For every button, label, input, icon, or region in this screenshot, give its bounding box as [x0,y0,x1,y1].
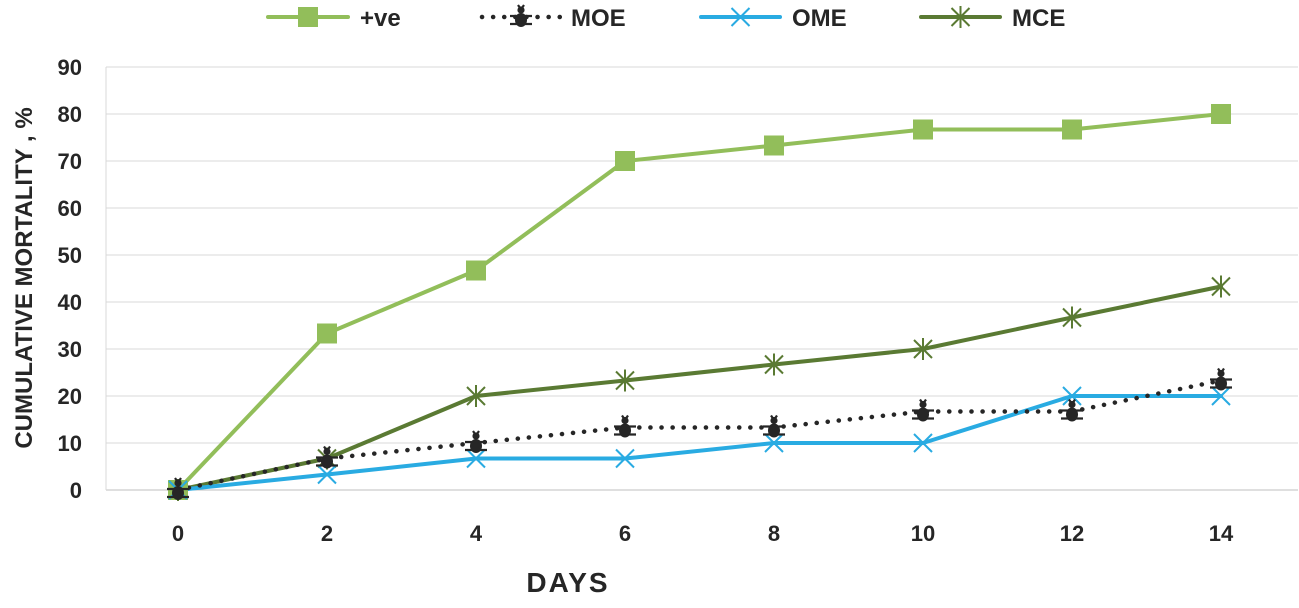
data-point-mce [913,338,933,360]
series-line-moe [175,378,1224,493]
y-tick-label: 60 [58,196,82,221]
data-point-ome [764,433,784,453]
legend-marker [510,4,532,27]
legend-label: OME [792,5,847,32]
legend-item-moe: MOE [479,4,626,32]
y-tick-label: 80 [58,102,82,127]
legend-item-ome: OME [699,5,847,32]
x-tick-label: 14 [1209,521,1234,546]
data-point-ome [615,448,635,469]
data-point-ve [913,119,933,140]
axes: 0 10 20 30 40 50 60 70 80 90 0 2 4 6 8 10 12 14 [58,55,1234,546]
y-tick-label: 30 [58,337,82,362]
legend-label: +ve [360,5,401,32]
legend-marker [298,7,318,27]
data-point-ome [913,433,933,453]
x-tick-label: 8 [768,521,780,546]
data-point-ome [317,464,337,485]
data-point-mce [466,385,486,407]
legend-marker [950,6,971,28]
series-line-mce [176,284,1223,492]
data-point-ve [1211,104,1231,124]
data-point-ome [1211,386,1231,406]
data-point-ve [466,260,486,281]
data-point-moe [465,430,487,453]
data-point-mce [615,369,635,392]
data-point-moe [167,477,189,500]
legend-label: MCE [1012,5,1065,32]
y-axis-title: CUMULATIVE MORTALITY , % [11,107,38,448]
data-point-ve [1062,119,1082,140]
x-tick-label: 4 [470,521,483,546]
x-axis-title: DAYS [526,567,609,598]
legend-label: MOE [571,5,626,32]
data-point-moe [763,414,785,438]
x-tick-label: 2 [321,521,333,546]
data-point-moe [1210,367,1232,391]
data-point-moe [614,414,636,438]
data-point-ve [317,323,337,344]
legend-marker [730,7,751,27]
legend-item-ve: +ve [266,5,401,32]
y-tick-label: 0 [70,478,82,503]
legend: +ve MOE OME MCE [266,4,1065,32]
data-point-ome [1062,386,1082,406]
data-point-moe [912,398,934,422]
data-point-moe [1061,398,1083,422]
data-point-mce [1211,275,1231,298]
series-line-ve [176,112,1223,492]
data-point-ve [615,151,635,171]
y-tick-label: 70 [58,149,82,174]
y-tick-label: 50 [58,243,82,268]
data-point-mce [764,353,784,376]
series-markers [167,104,1232,501]
x-tick-label: 6 [619,521,631,546]
x-tick-label: 10 [911,521,935,546]
data-point-mce [1062,306,1082,329]
data-point-ome [466,448,486,469]
y-tick-label: 10 [58,431,82,456]
series-lines [175,112,1224,493]
gridlines [106,66,1298,491]
series-line-ome [176,394,1223,492]
y-tick-label: 40 [58,290,82,315]
y-tick-label: 20 [58,384,82,409]
y-tick-label: 90 [58,55,82,80]
legend-item-mce: MCE [919,5,1065,32]
x-tick-label: 0 [172,521,184,546]
x-tick-label: 12 [1060,521,1084,546]
data-point-ve [764,135,784,156]
data-point-moe [316,445,338,469]
